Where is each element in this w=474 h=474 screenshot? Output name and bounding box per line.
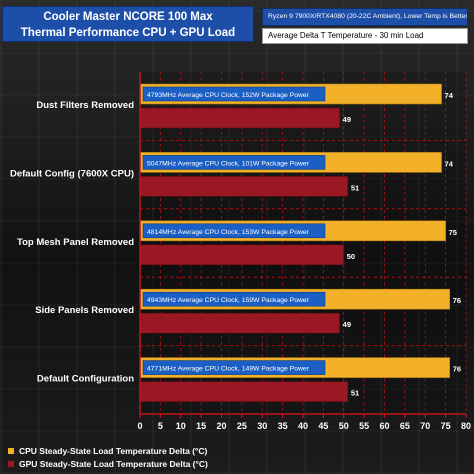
legend-label-gpu: GPU Steady-State Load Temperature Delta … xyxy=(19,458,208,469)
legend-item-cpu: CPU Steady-State Load Temperature Delta … xyxy=(8,444,208,457)
legend-item-gpu: GPU Steady-State Load Temperature Delta … xyxy=(8,457,208,470)
category-label: Default Configuration xyxy=(37,374,134,385)
x-tick-label: 80 xyxy=(461,421,471,431)
data-label-gpu: 49 xyxy=(343,320,351,329)
x-tick-label: 50 xyxy=(339,421,349,431)
x-tick-label: 15 xyxy=(196,421,206,431)
data-label-gpu: 51 xyxy=(351,183,359,192)
data-label-cpu: 76 xyxy=(453,365,461,374)
bar-gpu xyxy=(139,312,340,334)
annotation-label: 4771MHz Average CPU Clock, 149W Package … xyxy=(147,366,310,373)
annotation-label: 4943MHz Average CPU Clock, 159W Package … xyxy=(147,297,310,304)
annotation-box xyxy=(142,155,326,170)
data-label-cpu: 74 xyxy=(445,91,454,100)
legend-label-cpu: CPU Steady-State Load Temperature Delta … xyxy=(19,445,208,456)
annotation-box xyxy=(142,223,326,239)
x-tick-label: 45 xyxy=(318,421,328,431)
data-label-cpu: 76 xyxy=(453,296,461,305)
data-label-gpu: 51 xyxy=(351,389,359,398)
data-label-cpu: 75 xyxy=(449,228,457,237)
x-tick-label: 55 xyxy=(359,421,369,431)
x-tick-label: 10 xyxy=(176,421,186,431)
x-tick-label: 75 xyxy=(441,421,451,431)
x-tick-label: 5 xyxy=(158,421,163,431)
category-label: Top Mesh Panel Removed xyxy=(17,237,134,248)
category-label: Side Panels Removed xyxy=(35,305,134,316)
annotation-label: 5047MHz Average CPU Clock, 101W Package … xyxy=(147,160,310,167)
x-tick-label: 70 xyxy=(420,421,430,431)
category-label: Default Config (7600X CPU) xyxy=(10,168,134,179)
data-label-gpu: 50 xyxy=(347,252,355,261)
bar-gpu xyxy=(139,244,345,266)
legend-swatch-cpu xyxy=(8,447,14,454)
x-tick-label: 25 xyxy=(237,421,247,431)
x-tick-label: 35 xyxy=(278,421,288,431)
annotation-box xyxy=(142,291,326,307)
annotation-label: 4793MHz Average CPU Clock, 152W Package … xyxy=(147,92,310,99)
legend-swatch-gpu xyxy=(8,460,14,467)
data-label-cpu: 74 xyxy=(445,159,454,168)
x-tick-label: 60 xyxy=(379,421,389,431)
chart-title-box: Cooler Master NCORE 100 Max Thermal Perf… xyxy=(2,6,254,42)
x-tick-label: 40 xyxy=(298,421,308,431)
x-tick-label: 20 xyxy=(216,421,226,431)
legend: CPU Steady-State Load Temperature Delta … xyxy=(8,444,208,470)
annotation-label: 4814MHz Average CPU Clock, 153W Package … xyxy=(147,229,310,236)
x-tick-label: 65 xyxy=(400,421,410,431)
chart-title-line1: Cooler Master NCORE 100 Max xyxy=(43,11,213,23)
bar-gpu xyxy=(139,176,349,197)
x-tick-label: 0 xyxy=(137,421,142,431)
metric-note: Average Delta T Temperature - 30 min Loa… xyxy=(262,28,468,44)
chart-title-line2: Thermal Performance CPU + GPU Load xyxy=(20,27,236,39)
bar-gpu xyxy=(139,107,340,129)
annotation-box xyxy=(142,360,326,375)
x-tick-label: 30 xyxy=(257,421,267,431)
system-note: Ryzen 9 7900X/RTX4080 (20-22C Ambient), … xyxy=(262,8,468,26)
data-label-gpu: 49 xyxy=(343,115,351,124)
category-label: Dust Filters Removed xyxy=(36,100,134,111)
annotation-box xyxy=(142,86,326,102)
bar-gpu xyxy=(139,381,349,402)
